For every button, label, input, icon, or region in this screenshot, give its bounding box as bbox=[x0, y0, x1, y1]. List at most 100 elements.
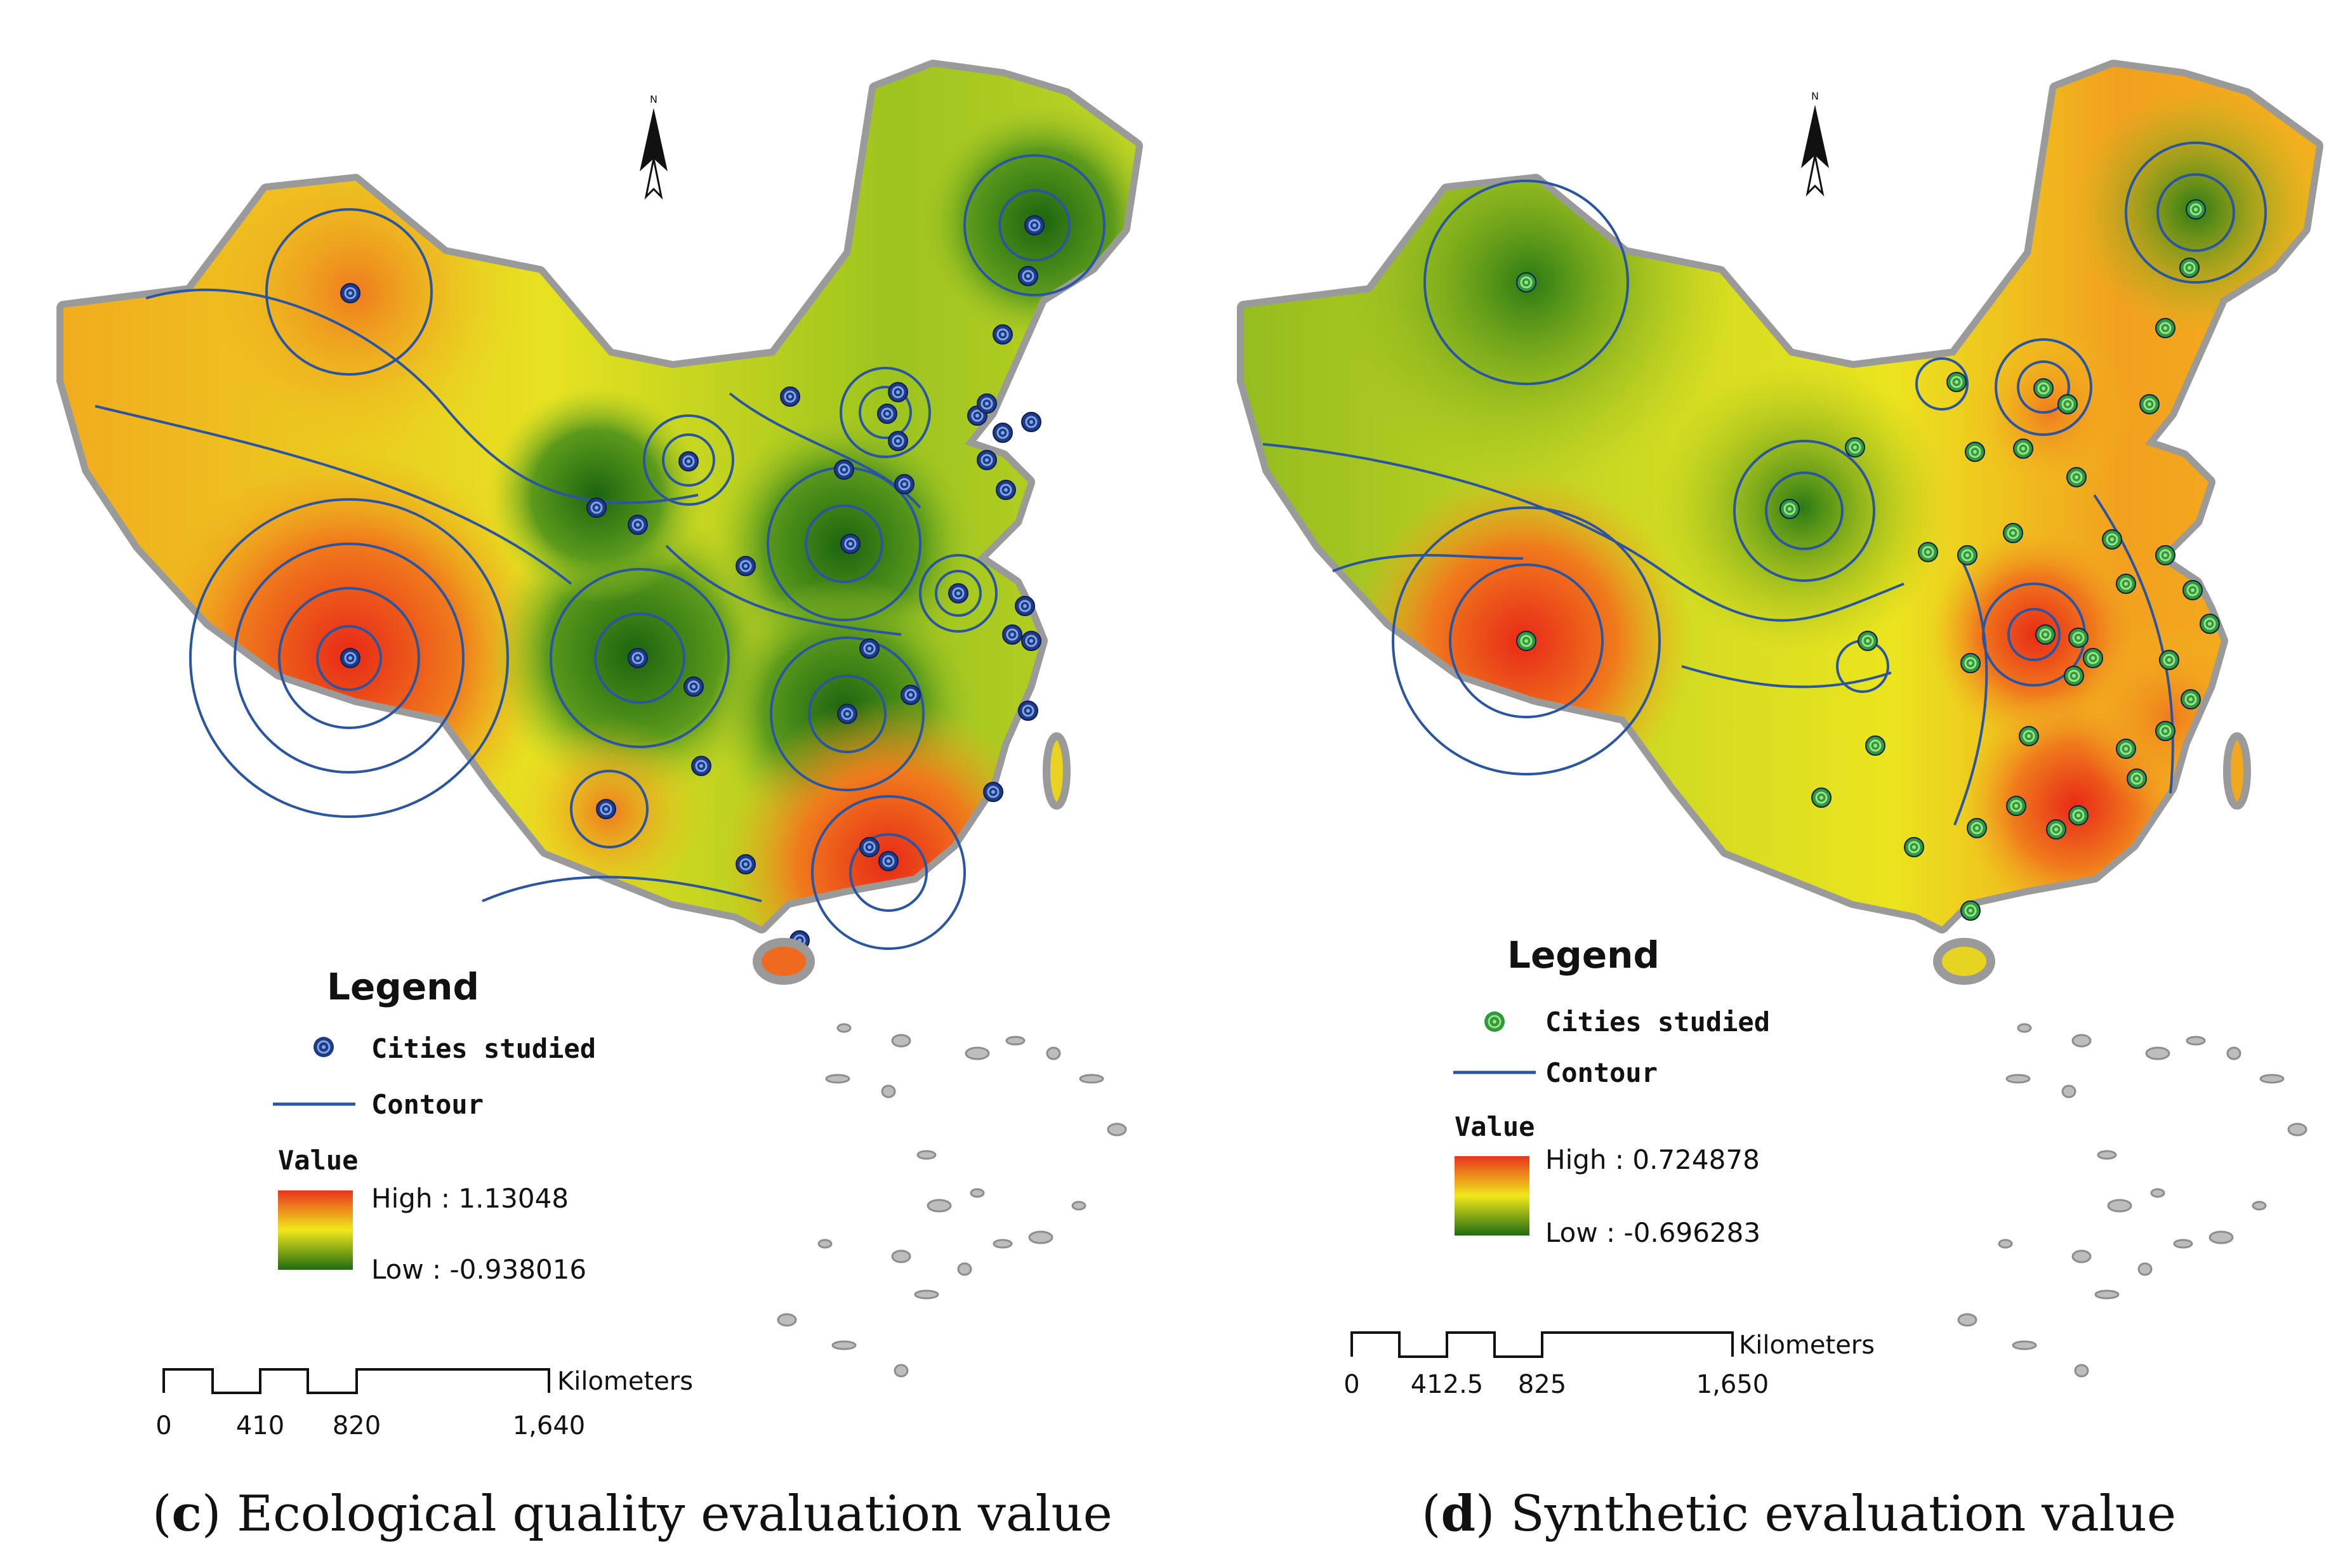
city-marker bbox=[2181, 689, 2201, 709]
island bbox=[1028, 1230, 1053, 1244]
city-marker bbox=[2127, 768, 2147, 789]
city-marker bbox=[586, 497, 607, 518]
city-marker bbox=[834, 459, 854, 480]
island bbox=[831, 1340, 857, 1350]
city-marker bbox=[837, 704, 857, 724]
city-marker bbox=[2155, 545, 2175, 565]
city-marker bbox=[1858, 631, 1878, 651]
taiwan-island bbox=[1043, 732, 1071, 810]
island bbox=[2226, 1046, 2241, 1060]
city-marker bbox=[1811, 787, 1832, 808]
island bbox=[817, 1239, 833, 1249]
island bbox=[1957, 1313, 1977, 1327]
scale-tick-c-1: 410 bbox=[236, 1411, 284, 1440]
city-marker bbox=[1015, 596, 1035, 616]
south-china-sea-islands-c bbox=[753, 732, 1127, 1378]
city-marker bbox=[1965, 442, 1985, 462]
city-marker bbox=[1960, 900, 1981, 921]
legend-title-c: Legend bbox=[327, 965, 479, 1008]
hainan-island bbox=[1933, 938, 1995, 985]
island bbox=[2259, 1074, 2285, 1084]
legend-cities-label-c: Cities studied bbox=[371, 1033, 596, 1064]
island bbox=[825, 1074, 850, 1084]
island bbox=[965, 1046, 990, 1060]
island bbox=[1107, 1123, 1127, 1136]
island bbox=[1071, 1201, 1086, 1211]
legend-value-label-c: Value bbox=[278, 1145, 358, 1176]
island bbox=[916, 1150, 937, 1160]
city-marker bbox=[1918, 542, 1938, 562]
city-marker bbox=[2083, 648, 2103, 668]
scale-tick-d-0: 0 bbox=[1343, 1370, 1359, 1399]
city-marker bbox=[2155, 721, 2175, 741]
city-marker bbox=[993, 423, 1013, 443]
city-marker bbox=[683, 676, 704, 697]
island bbox=[2005, 1074, 2031, 1084]
legend-d: Legend Cities studied Contour Value High… bbox=[1453, 933, 1770, 1248]
island bbox=[894, 1364, 909, 1378]
legend-c: Legend Cities studied Contour Value High… bbox=[273, 965, 596, 1285]
island bbox=[881, 1084, 896, 1098]
city-marker bbox=[2035, 624, 2056, 645]
legend-high-label-d: High : 0.724878 bbox=[1545, 1144, 1760, 1175]
caption-c: (c) Ecological quality evaluation value bbox=[152, 1485, 1112, 1543]
island bbox=[914, 1289, 939, 1300]
island bbox=[2074, 1364, 2089, 1378]
legend-value-label-d: Value bbox=[1455, 1111, 1535, 1142]
city-marker bbox=[859, 638, 880, 659]
island bbox=[2017, 1023, 2032, 1033]
legend-contour-label-c: Contour bbox=[371, 1089, 484, 1120]
island bbox=[1046, 1046, 1061, 1060]
city-marker bbox=[1967, 818, 1987, 838]
island bbox=[891, 1249, 911, 1263]
contours-d bbox=[1262, 142, 2267, 826]
city-marker bbox=[2064, 666, 2084, 686]
caption-d: (d) Synthetic evaluation value bbox=[1422, 1485, 2177, 1543]
island bbox=[2186, 1036, 2206, 1046]
island bbox=[891, 1034, 911, 1048]
city-marker bbox=[2186, 199, 2206, 220]
legend-low-label-c: Low : -0.938016 bbox=[371, 1254, 586, 1285]
city-marker bbox=[1904, 837, 1924, 857]
city-marker bbox=[2068, 805, 2089, 826]
island bbox=[2150, 1188, 2165, 1198]
island bbox=[2107, 1199, 2132, 1213]
island bbox=[2287, 1123, 2307, 1136]
panel-d-map: N bbox=[1237, 60, 2323, 933]
scale-unit-d: Kilometers bbox=[1739, 1331, 1875, 1360]
city-marker bbox=[2116, 574, 2136, 594]
city-marker bbox=[1845, 437, 1865, 458]
island bbox=[993, 1239, 1013, 1249]
city-marker bbox=[1018, 701, 1038, 721]
taiwan-island bbox=[2223, 732, 2251, 810]
legend-color-ramp-c bbox=[278, 1190, 353, 1270]
city-marker bbox=[983, 782, 1003, 802]
city-marker bbox=[2057, 394, 2078, 414]
city-marker bbox=[948, 583, 968, 603]
legend-high-label-c: High : 1.13048 bbox=[371, 1183, 569, 1214]
island bbox=[2173, 1239, 2193, 1249]
city-marker bbox=[878, 851, 899, 871]
city-marker bbox=[628, 515, 648, 535]
scale-tick-d-2: 825 bbox=[1518, 1370, 1566, 1399]
island bbox=[2137, 1262, 2153, 1276]
city-marker bbox=[2033, 378, 2054, 399]
city-marker bbox=[996, 480, 1016, 500]
island bbox=[970, 1188, 985, 1198]
city-marker bbox=[977, 393, 997, 414]
city-marker bbox=[894, 474, 914, 494]
island bbox=[2061, 1084, 2076, 1098]
surface-c bbox=[63, 67, 1136, 926]
city-marker bbox=[340, 648, 360, 668]
city-marker bbox=[1021, 412, 1041, 432]
city-marker bbox=[888, 431, 908, 451]
legend-city-symbol-d bbox=[1484, 1011, 1505, 1032]
island bbox=[1998, 1239, 2013, 1249]
city-marker bbox=[1946, 372, 1967, 392]
island bbox=[777, 1313, 797, 1327]
city-marker bbox=[678, 451, 699, 471]
city-marker bbox=[2182, 580, 2203, 600]
cities-c bbox=[340, 215, 1045, 951]
island bbox=[2252, 1201, 2267, 1211]
